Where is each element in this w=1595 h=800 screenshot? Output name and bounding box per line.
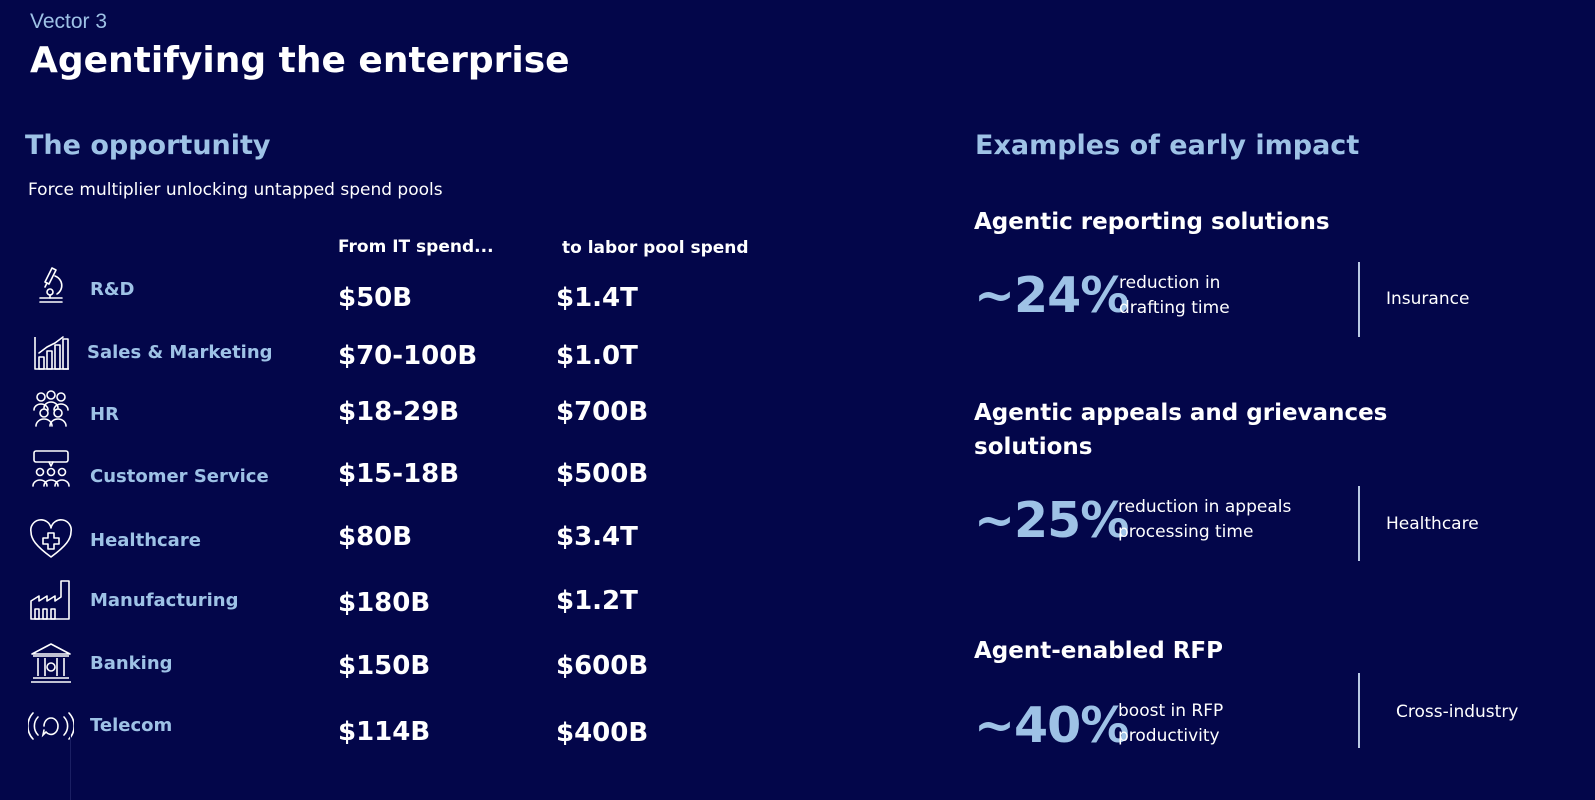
spend-row-customer-service: Customer Service $15-18B $500B	[0, 448, 820, 508]
example-title-line: solutions	[974, 434, 1093, 460]
labor-spend-value: $1.0T	[556, 341, 638, 371]
row-label: Customer Service	[90, 466, 269, 487]
it-spend-value: $80B	[338, 522, 413, 552]
spend-row-rnd: R&D $50B $1.4T	[0, 262, 820, 322]
example-title-appeals: Agentic appeals and grievances solutions	[974, 396, 1387, 464]
vertical-divider	[1358, 486, 1360, 561]
labor-spend-value: $3.4T	[556, 522, 638, 552]
it-spend-value: $180B	[338, 588, 431, 618]
impact-description-line: productivity	[1118, 726, 1220, 746]
row-label: Healthcare	[90, 530, 201, 551]
industry-label: Healthcare	[1386, 514, 1479, 534]
it-spend-value: $15-18B	[338, 459, 460, 489]
broadcast-icon	[28, 703, 74, 749]
row-label: HR	[90, 404, 119, 425]
spend-row-healthcare: Healthcare $80B $3.4T	[0, 512, 820, 572]
labor-spend-value: $400B	[556, 718, 649, 748]
customer-service-icon	[28, 448, 74, 494]
spend-row-hr: HR $18-29B $700B	[0, 386, 820, 446]
spend-row-banking: Banking $150B $600B	[0, 638, 820, 698]
it-spend-value: $50B	[338, 283, 413, 313]
impact-heading: Examples of early impact	[975, 130, 1360, 161]
it-spend-value: $70-100B	[338, 341, 478, 371]
bank-icon	[28, 640, 74, 686]
page-title: Agentifying the enterprise	[30, 40, 570, 81]
row-label: Sales & Marketing	[87, 342, 273, 363]
impact-description-line: reduction in appeals	[1118, 497, 1292, 517]
impact-description: boost in RFP productivity	[1118, 699, 1223, 749]
row-label: Telecom	[90, 715, 173, 736]
divider	[70, 735, 71, 800]
vector-label: Vector 3	[30, 10, 108, 33]
labor-spend-value: $500B	[556, 459, 649, 489]
row-label: R&D	[90, 279, 135, 300]
impact-description-line: processing time	[1118, 522, 1254, 542]
impact-percentage: ~24%	[974, 267, 1129, 324]
bar-chart-icon	[28, 329, 74, 375]
it-spend-value: $150B	[338, 651, 431, 681]
example-title-rfp: Agent-enabled RFP	[974, 634, 1223, 668]
example-title-line: Agentic reporting solutions	[974, 209, 1330, 235]
people-group-icon	[28, 386, 74, 432]
vertical-divider	[1358, 673, 1360, 748]
it-spend-value: $114B	[338, 717, 431, 747]
spend-row-sales-marketing: Sales & Marketing $70-100B $1.0T	[0, 326, 820, 386]
industry-label: Cross-industry	[1396, 702, 1519, 722]
opportunity-subtitle: Force multiplier unlocking untapped spen…	[28, 180, 443, 200]
impact-description: reduction in drafting time	[1119, 271, 1230, 321]
column-header-labor-spend: to labor pool spend	[562, 238, 749, 258]
labor-spend-value: $1.4T	[556, 283, 638, 313]
opportunity-heading: The opportunity	[25, 130, 271, 161]
spend-row-manufacturing: Manufacturing $180B $1.2T	[0, 574, 820, 634]
labor-spend-value: $1.2T	[556, 586, 638, 616]
factory-icon	[28, 577, 74, 623]
labor-spend-value: $700B	[556, 397, 649, 427]
impact-percentage: ~25%	[974, 492, 1129, 549]
microscope-icon	[28, 264, 74, 310]
impact-description-line: drafting time	[1119, 298, 1230, 318]
row-label: Manufacturing	[90, 590, 239, 611]
column-header-it-spend: From IT spend...	[338, 237, 494, 257]
spend-row-telecom: Telecom $114B $400B	[0, 700, 820, 760]
impact-description: reduction in appeals processing time	[1118, 495, 1291, 545]
impact-description-line: reduction in	[1119, 273, 1221, 293]
example-title-line: Agent-enabled RFP	[974, 638, 1223, 664]
industry-label: Insurance	[1386, 289, 1470, 309]
row-label: Banking	[90, 653, 173, 674]
example-title-reporting: Agentic reporting solutions	[974, 205, 1330, 239]
example-title-line: Agentic appeals and grievances	[974, 400, 1388, 426]
vertical-divider	[1358, 262, 1360, 337]
impact-description-line: boost in RFP	[1118, 701, 1224, 721]
labor-spend-value: $600B	[556, 651, 649, 681]
heart-plus-icon	[28, 517, 74, 563]
impact-percentage: ~40%	[974, 697, 1129, 754]
it-spend-value: $18-29B	[338, 397, 460, 427]
